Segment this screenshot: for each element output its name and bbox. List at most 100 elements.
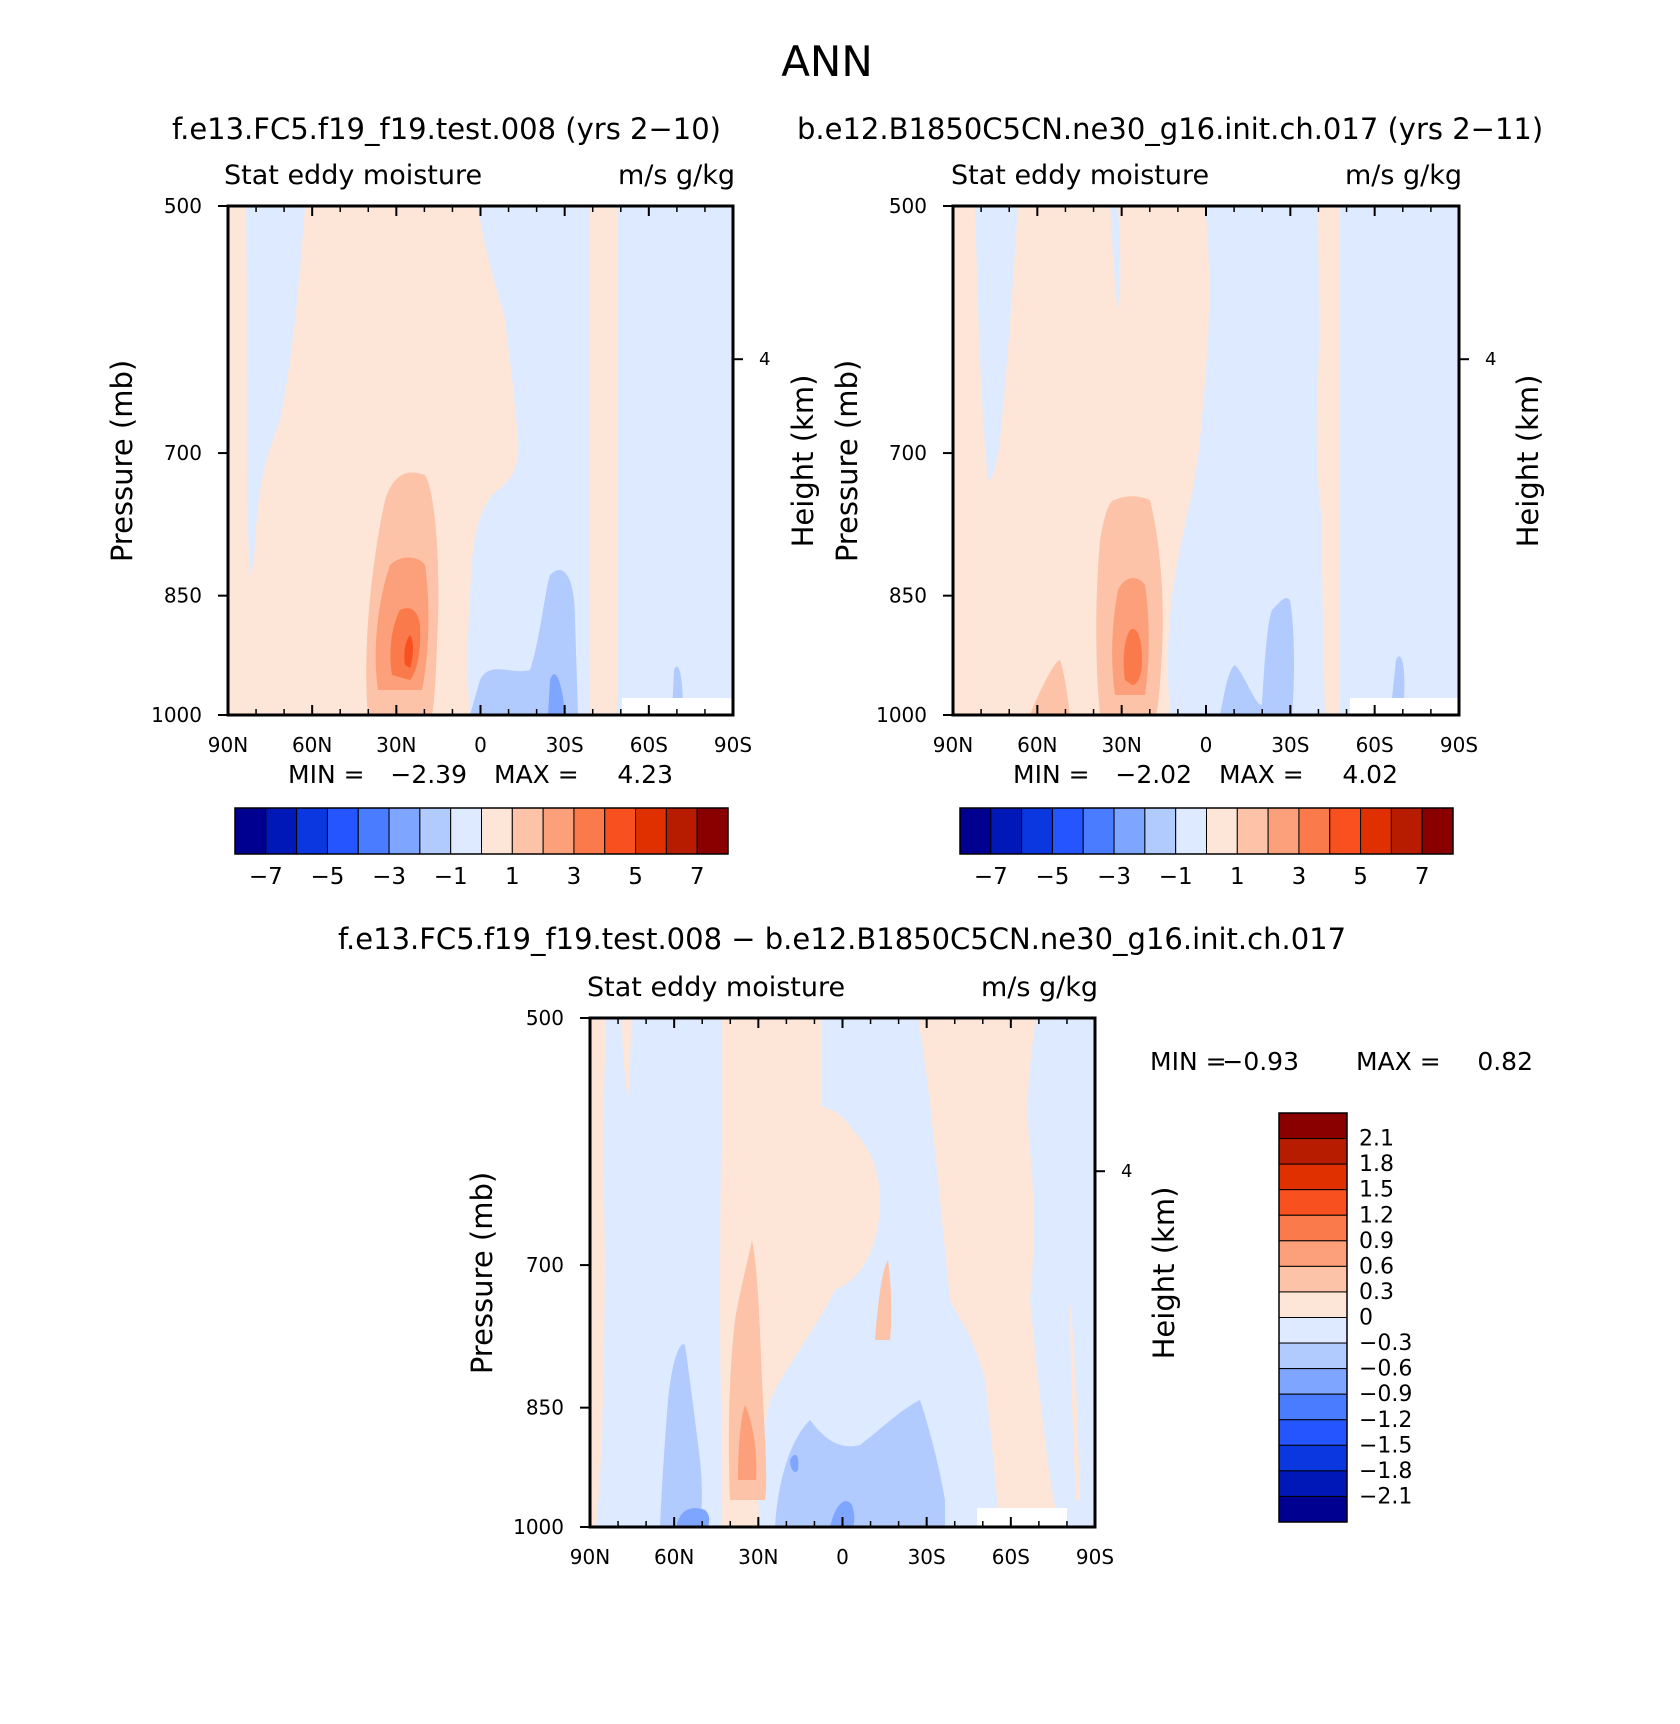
panel-3-colorbar-swatch <box>1278 1317 1348 1344</box>
panel-2-colorbar-swatch <box>1175 807 1207 855</box>
figure-title: ANN <box>781 37 873 86</box>
panel-2-min-value: −2.02 <box>1115 760 1192 789</box>
panel-2-colorbar-swatch <box>1144 807 1177 855</box>
panel-1-min-label: MIN = <box>288 760 365 789</box>
panel-1-xtick-label: 60N <box>292 733 332 757</box>
panel-2-colorbar-swatch <box>1267 807 1300 855</box>
panel-1-contour-pos3 <box>390 608 421 680</box>
panel-1-case-title: f.e13.FC5.f19_f19.test.008 (yrs 2−10) <box>172 112 721 146</box>
panel-3-contour-neg1 <box>660 1344 702 1527</box>
panel-1-colorbar-label: −1 <box>434 864 468 890</box>
panel-1-ytick-label: 1000 <box>151 703 202 727</box>
panel-1-y2tick-label: 4 <box>759 349 770 370</box>
panel-1-colorbar-swatch <box>604 807 637 855</box>
panel-1-ytick-label: 500 <box>164 194 202 218</box>
panel-2-max-label: MAX = <box>1219 760 1304 789</box>
panel-3-ytick-label: 700 <box>526 1253 564 1277</box>
panel-1-colorbar-swatch <box>357 807 390 855</box>
panel-3-xtick-label: 60S <box>992 1545 1030 1569</box>
panel-3-ytick-label: 1000 <box>513 1515 564 1539</box>
panel-3-ylabel: Pressure (mb) <box>465 1172 499 1374</box>
panel-2-contour-pos4 <box>1123 629 1142 685</box>
panel-2-colorbar-swatch <box>1298 807 1331 855</box>
panel-3-y2label: Height (km) <box>1147 1187 1181 1360</box>
panel-2-colorbar-swatch <box>1329 807 1362 855</box>
panel-3-colorbar-swatch <box>1278 1214 1348 1242</box>
panel-1-min-value: −2.39 <box>390 760 467 789</box>
panel-3-variable-label: Stat eddy moisture <box>587 972 845 1003</box>
panel-3-colorbar-swatch <box>1278 1444 1348 1472</box>
panel-2-colorbar-label: 5 <box>1353 864 1368 890</box>
panel-1-colorbar-swatch <box>265 807 298 855</box>
panel-1-colorbar-swatch <box>419 807 452 855</box>
panel-3-colorbar-swatch <box>1278 1138 1348 1165</box>
panel-3-colorbar-label: −1.5 <box>1359 1433 1412 1458</box>
panel-2-xtick-label: 60S <box>1356 733 1394 757</box>
panel-3-colorbar-swatch <box>1278 1393 1348 1421</box>
panel-2-contour-neg5 <box>1220 598 1295 715</box>
panel-3-xtick-label: 0 <box>836 1545 849 1569</box>
panel-2-colorbar-label: 1 <box>1230 864 1245 890</box>
panel-1-colorbar-swatch <box>234 807 267 855</box>
panel-3-colorbar-label: 0.3 <box>1359 1280 1394 1305</box>
panel-3-colorbar-label: −2.1 <box>1359 1484 1412 1509</box>
panel-3-xtick-label: 30N <box>738 1545 778 1569</box>
panel-2-xtick-label: 30S <box>1271 733 1309 757</box>
panel-2-ylabel: Pressure (mb) <box>830 360 864 562</box>
panel-3-contour-neg3 <box>676 1508 710 1527</box>
panel-3-colorbar-frame <box>1278 1112 1348 1523</box>
panel-3-colorbar-swatch <box>1278 1189 1348 1216</box>
panel-1-colorbar-label: −5 <box>310 864 344 890</box>
panel-3-contour-neg4 <box>830 1501 855 1527</box>
panel-3-colorbar-label: 0.9 <box>1359 1229 1394 1254</box>
panel-3-missing-data <box>977 1508 1067 1527</box>
panel-1-contour-neg3 <box>617 206 733 715</box>
panel-1-max-label: MAX = <box>494 760 579 789</box>
panel-2-ytick-label: 1000 <box>876 703 927 727</box>
panel-2-colorbar-swatch <box>1051 807 1084 855</box>
panel-2-contour-neg3 <box>1167 206 1332 715</box>
panel-3-colorbar-label: 1.5 <box>1359 1178 1394 1203</box>
panel-1-xtick-label: 30S <box>546 733 584 757</box>
panel-3-plot-area <box>590 1018 1095 1527</box>
panel-2-y2label: Height (km) <box>1511 375 1545 548</box>
panel-3-xtick-label: 90S <box>1076 1545 1114 1569</box>
panel-2-case-title: b.e12.B1850C5CN.ne30_g16.init.ch.017 (yr… <box>797 112 1543 146</box>
panel-3-case-title: f.e13.FC5.f19_f19.test.008 − b.e12.B1850… <box>338 922 1346 956</box>
panel-2-contour-neg2 <box>1110 206 1121 310</box>
panel-3-xtick-label: 90N <box>570 1545 610 1569</box>
panel-1-plot-area <box>228 206 733 715</box>
panel-3-contour-neg2 <box>775 1400 945 1527</box>
panel-2-colorbar-swatch <box>959 807 992 855</box>
panel-2-colorbar-swatch <box>1236 807 1269 855</box>
panel-3-contour-pos7 <box>728 1240 767 1500</box>
panel-1-contour-neg1 <box>246 206 305 575</box>
panel-1-colorbar-label: −7 <box>249 864 283 890</box>
panel-3-contour-pos9 <box>875 1260 892 1340</box>
panel-3-units-label: m/s g/kg <box>981 972 1098 1003</box>
panel-2-missing-data <box>1350 698 1459 715</box>
panel-1-xtick-label: 0 <box>474 733 487 757</box>
panel-3-min-label: MIN = <box>1150 1047 1227 1076</box>
panel-1-xtick-label: 30N <box>376 733 416 757</box>
panel-3-colorbar-swatch <box>1278 1368 1348 1395</box>
panel-3-colorbar-label: 0 <box>1359 1306 1373 1331</box>
panel-2-xtick-label: 0 <box>1200 733 1213 757</box>
panel-2-contour-pos-bg <box>1318 206 1340 715</box>
panel-2-xtick-label: 90N <box>933 733 973 757</box>
panel-1-max-value: 4.23 <box>617 760 673 789</box>
panel-1-xtick-label: 90S <box>714 733 752 757</box>
panel-1-colorbar-frame <box>234 807 729 855</box>
panel-1-contour-pos4 <box>404 635 413 668</box>
panel-1-colorbar-swatch <box>388 807 421 855</box>
panel-3-colorbar-label: 1.2 <box>1359 1203 1394 1228</box>
panel-3-contour-pos4 <box>792 1106 863 1255</box>
panel-3-colorbar-swatch <box>1278 1495 1348 1523</box>
panel-3-max-value: 0.82 <box>1477 1047 1533 1076</box>
panel-2-min-label: MIN = <box>1013 760 1090 789</box>
panel-2-variable-label: Stat eddy moisture <box>951 160 1209 191</box>
panel-1-ytick-label: 700 <box>164 441 202 465</box>
panel-1: f.e13.FC5.f19_f19.test.008 (yrs 2−10) St… <box>105 112 820 890</box>
panel-1-xtick-label: 60S <box>630 733 668 757</box>
panel-2-colorbar-label: −5 <box>1035 864 1069 890</box>
